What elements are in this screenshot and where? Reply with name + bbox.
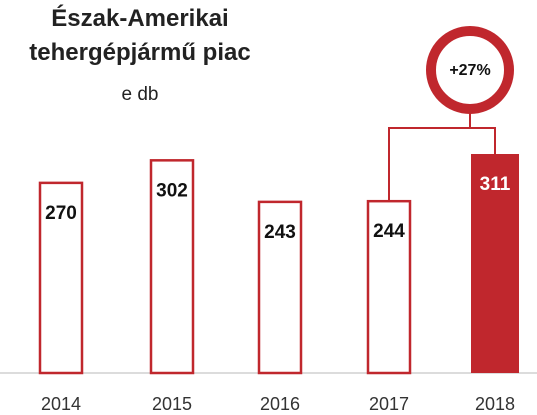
chart-title: Észak-Amerikai tehergépjármű piac <box>29 5 251 66</box>
value-label: 244 <box>373 221 405 242</box>
bar <box>149 159 195 375</box>
annotation: +27% <box>449 62 490 79</box>
chart-subtitle: e db <box>121 84 159 105</box>
x-tick-label: 2016 <box>260 394 300 414</box>
bar <box>257 200 303 375</box>
annotation-circle <box>426 26 514 114</box>
bar <box>366 199 412 375</box>
x-tick-label: 2014 <box>41 394 81 414</box>
connector <box>388 127 496 202</box>
x-tick-label: 2018 <box>475 394 515 414</box>
value-label: 243 <box>264 222 296 243</box>
bar <box>471 154 519 373</box>
value-label: 302 <box>156 180 188 201</box>
x-tick-label: 2015 <box>152 394 192 414</box>
value-label: 311 <box>480 174 511 195</box>
value-label: 270 <box>45 203 77 224</box>
x-tick-label: 2017 <box>369 394 409 414</box>
bar <box>38 181 84 375</box>
